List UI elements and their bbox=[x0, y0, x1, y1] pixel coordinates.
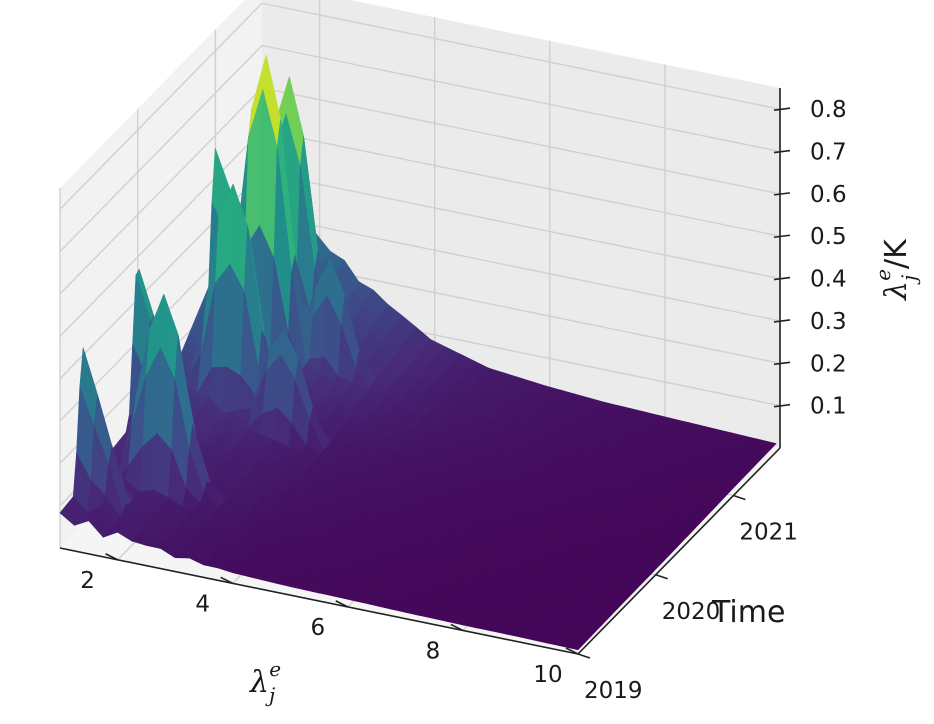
time-tick-label: 2019 bbox=[584, 678, 643, 704]
surface-plot bbox=[59, 55, 777, 651]
z-tick-label: 0.7 bbox=[810, 140, 847, 166]
grid-line-z bbox=[59, 2, 781, 210]
time-axis-line bbox=[577, 447, 781, 655]
x-tick-label: 6 bbox=[310, 615, 325, 641]
z-axis-label-base: λ bbox=[879, 281, 914, 301]
z-tick-label: 0.3 bbox=[810, 309, 847, 335]
x-tick bbox=[450, 623, 464, 632]
z-axis-label-sup: e bbox=[871, 269, 895, 281]
time-tick bbox=[577, 653, 591, 659]
time-tick bbox=[733, 494, 746, 501]
z-tick bbox=[773, 107, 791, 111]
x-axis-line bbox=[59, 547, 579, 655]
axis-lines bbox=[59, 88, 781, 655]
z-tick-label: 0.6 bbox=[810, 182, 847, 208]
time-tick bbox=[655, 574, 668, 580]
time-tick-label: 2021 bbox=[739, 520, 798, 546]
z-tick-label: 0.8 bbox=[810, 97, 847, 123]
tick-labels: 2 4 6 8 10 2019 2020 2021 0.1 0.2 0.3 0.4 0.5 0.6 0.7 0… bbox=[80, 97, 846, 704]
z-axis-label-sub: j bbox=[897, 275, 921, 285]
grid-line-z bbox=[59, 44, 781, 252]
x-tick-label: 8 bbox=[426, 638, 441, 664]
surface-patch bbox=[563, 642, 582, 651]
z-axis-label: λje/K bbox=[871, 238, 921, 301]
x-tick bbox=[105, 553, 118, 561]
x-tick bbox=[335, 600, 349, 608]
z-tick bbox=[773, 319, 791, 323]
x-axis-label-sup: e bbox=[269, 657, 281, 681]
z-tick bbox=[773, 234, 791, 239]
z-tick bbox=[773, 276, 791, 281]
time-tick-label: 2020 bbox=[662, 599, 721, 625]
z-axis-label-group: λje/K bbox=[871, 238, 921, 301]
z-tick bbox=[773, 192, 791, 196]
z-tick-label: 0.1 bbox=[810, 394, 847, 420]
z-tick bbox=[773, 361, 791, 366]
x-tick-label: 2 bbox=[80, 568, 95, 594]
x-axis-label: λje bbox=[249, 657, 281, 707]
z-tick bbox=[773, 403, 791, 408]
y-axis-label: Time bbox=[711, 595, 785, 630]
x-tick bbox=[565, 647, 579, 655]
x-tick-label: 4 bbox=[195, 591, 210, 617]
z-tick-label: 0.2 bbox=[810, 351, 847, 377]
z-tick-label: 0.4 bbox=[810, 267, 847, 293]
z-tick-label: 0.5 bbox=[810, 224, 847, 250]
x-tick bbox=[220, 576, 234, 585]
z-tick bbox=[773, 149, 791, 154]
x-axis-label-sub: j bbox=[265, 683, 275, 707]
x-axis-label-base: λ bbox=[249, 665, 269, 700]
z-axis-label-tail: /K bbox=[879, 238, 914, 269]
x-tick-label: 10 bbox=[533, 662, 562, 688]
tick-marks bbox=[105, 107, 791, 659]
